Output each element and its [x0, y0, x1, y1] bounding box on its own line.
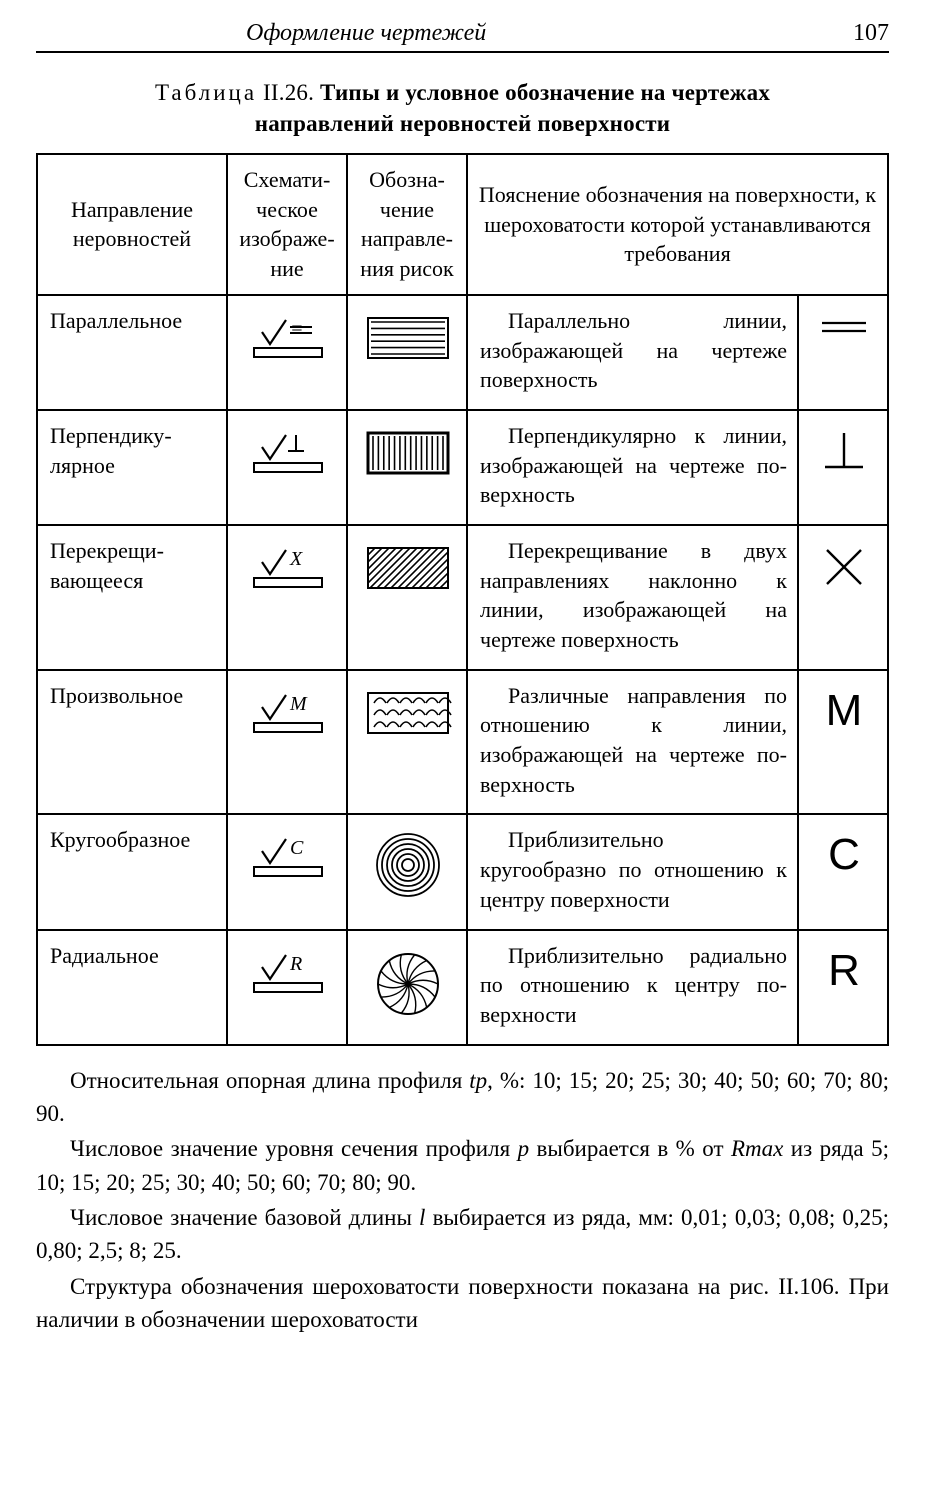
x-icon [819, 542, 869, 592]
page-header: Оформление чертежей 107 [36, 20, 889, 53]
row-glyph: M [798, 670, 888, 815]
table-row: Радиальное R Приблизительно радиально по… [37, 930, 888, 1045]
caption-bold-1: Типы и условное обозначение на чертежах [320, 80, 770, 105]
row-schematic [347, 670, 467, 815]
col-symbol: Обозна­чение направле­ния рисок [347, 154, 467, 295]
row-description: Перпендикулярно к линии, изображаю­щей н… [467, 410, 798, 525]
t: Числовое значение базовой длины [70, 1205, 419, 1230]
para-1: Относительная опорная длина профиля tp, … [36, 1064, 889, 1131]
row-name: Параллельное [37, 295, 227, 410]
c-glyph: C [828, 833, 860, 877]
col-schematic: Схемати­ческое изображе­ние [227, 154, 347, 295]
running-title: Оформление чертежей [246, 20, 486, 47]
row-schematic [347, 525, 467, 670]
svg-text:M: M [289, 693, 308, 715]
row-description: Приблизительно кругообразно по от­ношени… [467, 814, 798, 929]
row-name: Кругообразное [37, 814, 227, 929]
roughness-check-icon: R [240, 947, 336, 997]
row-glyph: R [798, 930, 888, 1045]
svg-text:X: X [289, 548, 303, 570]
table-caption: Таблица II.26. Типы и условное обозначен… [36, 77, 889, 139]
perp-icon [819, 427, 869, 477]
row-glyph: C [798, 814, 888, 929]
page-number: 107 [853, 20, 889, 47]
t: выбирается в % от [529, 1136, 731, 1161]
row-name: Произвольное [37, 670, 227, 815]
it: tp [469, 1068, 487, 1093]
row-glyph [798, 410, 888, 525]
row-schematic [347, 410, 467, 525]
svg-text:R: R [289, 953, 302, 975]
row-schematic [347, 814, 467, 929]
row-check-symbol: C [227, 814, 347, 929]
caption-number: II.26. [263, 80, 314, 105]
roughness-check-icon: = [240, 312, 336, 362]
para-3: Числовое значение базовой длины l выбира… [36, 1201, 889, 1268]
table-header-row: Направление неровностей Схемати­ческое и… [37, 154, 888, 295]
table-row: Перекрещи­вающееся X Перекрещивание в дв… [37, 525, 888, 670]
it: Rmax [731, 1136, 783, 1161]
row-name: Радиальное [37, 930, 227, 1045]
row-schematic [347, 930, 467, 1045]
row-description: Параллельно ли­нии, изображающей на черт… [467, 295, 798, 410]
row-description: Различные направ­ления по отношению к ли… [467, 670, 798, 815]
m-glyph: M [826, 689, 863, 733]
row-name: Перпендику­лярное [37, 410, 227, 525]
para-4: Структура обозначения шероховатости пове… [36, 1270, 889, 1337]
row-name: Перекрещи­вающееся [37, 525, 227, 670]
table-row: Параллельное = Параллельно ли­нии, изобр… [37, 295, 888, 410]
roughness-check-icon: X [240, 542, 336, 592]
svg-text:=: = [290, 318, 304, 340]
row-check-symbol: = [227, 295, 347, 410]
row-description: Перекрещивание в двух направлениях накло… [467, 525, 798, 670]
col-direction: Направление неровностей [37, 154, 227, 295]
row-description: Приблизительно радиально по отно­шению к… [467, 930, 798, 1045]
row-check-symbol [227, 410, 347, 525]
row-check-symbol: R [227, 930, 347, 1045]
r-glyph: R [828, 949, 860, 993]
svg-text:C: C [290, 837, 304, 859]
t: Относительная опорная длина профиля [70, 1068, 469, 1093]
row-glyph [798, 295, 888, 410]
roughness-check-icon [240, 427, 336, 477]
row-check-symbol: M [227, 670, 347, 815]
lay-table: Направление неровностей Схемати­ческое и… [36, 153, 889, 1046]
table-row: Перпендику­лярное Перпендикулярно к лини… [37, 410, 888, 525]
body-text: Относительная опорная длина профиля tp, … [36, 1064, 889, 1337]
row-glyph [798, 525, 888, 670]
t: Числовое значение уровня сечения профиля [70, 1136, 518, 1161]
roughness-check-icon: C [240, 831, 336, 881]
table-row: Кругообразное C Приблизительно кругообра… [37, 814, 888, 929]
it: p [518, 1136, 530, 1161]
row-schematic [347, 295, 467, 410]
caption-prefix: Таблица [155, 80, 257, 105]
col-explanation: Пояснение обозначения на поверх­ности, к… [467, 154, 888, 295]
para-2: Числовое значение уровня сечения профиля… [36, 1132, 889, 1199]
roughness-check-icon: M [240, 687, 336, 737]
equals-icon [816, 312, 872, 342]
table-row: Произвольное M Различные направ­ления по… [37, 670, 888, 815]
caption-bold-2: направлений неровностей поверхности [255, 111, 670, 136]
row-check-symbol: X [227, 525, 347, 670]
